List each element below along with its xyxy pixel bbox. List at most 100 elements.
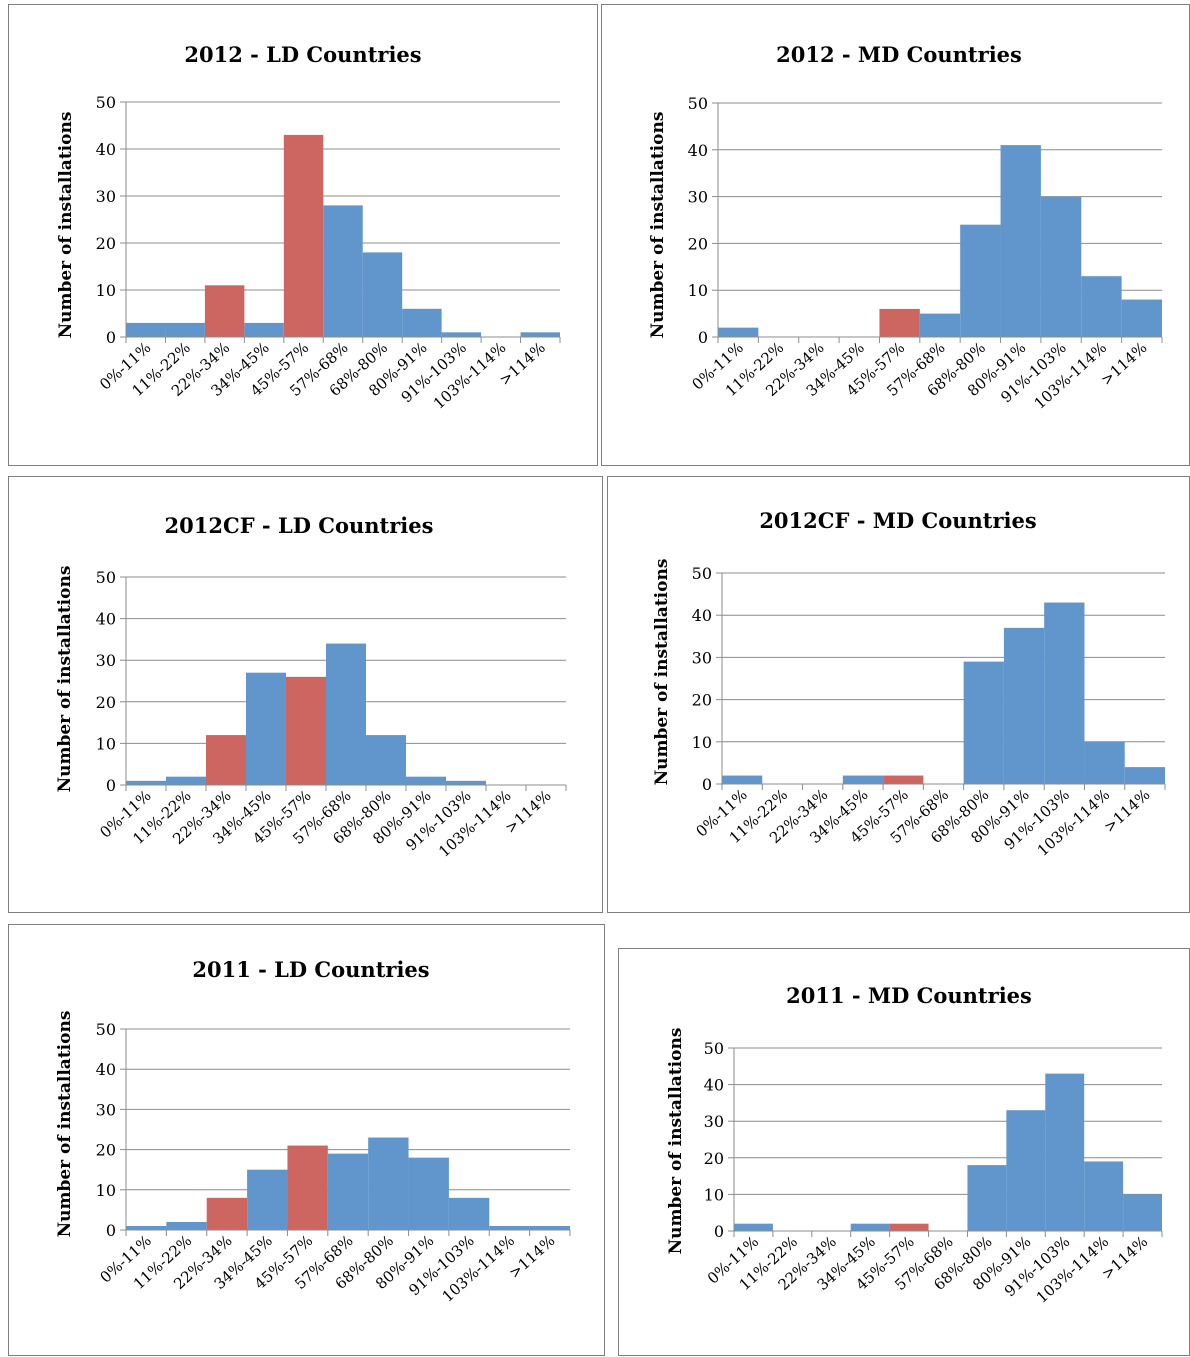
y-tick-label: 30 <box>96 1100 116 1119</box>
bar <box>283 134 324 337</box>
bar <box>889 1223 929 1231</box>
bar <box>287 1145 328 1230</box>
y-tick-label: 50 <box>96 1020 116 1039</box>
chart-svg: 2012CF - LD Countries Number of installa… <box>55 513 567 861</box>
y-tick-label: 10 <box>96 734 116 753</box>
bar <box>126 322 166 337</box>
chart-panel-2012cf-md: 2012CF - MD Countries Number of installa… <box>607 476 1190 913</box>
bar <box>1040 196 1082 337</box>
bar <box>529 1225 570 1230</box>
y-axis-label: Number of installations <box>56 112 76 339</box>
y-tick-label: 50 <box>692 564 712 583</box>
bar <box>166 776 206 785</box>
y-tick-label: 20 <box>704 1149 724 1168</box>
bar <box>204 285 245 337</box>
bar <box>1124 767 1165 784</box>
bar <box>206 1197 248 1230</box>
bar <box>362 252 403 337</box>
y-tick-label: 50 <box>96 568 116 587</box>
plot-area: 010203040500%-11%11%-22%22%-34%34%-45%45… <box>96 1020 571 1306</box>
bar <box>879 308 920 337</box>
bar <box>368 1137 409 1230</box>
y-tick-label: 40 <box>688 141 708 160</box>
y-tick-label: 30 <box>692 648 712 667</box>
chart-title: 2012 - MD Countries <box>776 42 1022 67</box>
bar <box>326 643 366 785</box>
bar <box>1044 602 1085 784</box>
chart-svg: 2011 - LD Countries Number of installati… <box>55 957 571 1306</box>
y-tick-label: 40 <box>96 610 116 629</box>
y-tick-label: 20 <box>688 234 708 253</box>
y-tick-label: 0 <box>106 776 116 795</box>
bar <box>883 775 924 784</box>
bar <box>1000 145 1041 337</box>
y-tick-label: 30 <box>688 188 708 207</box>
chart-panel-2011-md: 2011 - MD Countries Number of installati… <box>618 948 1190 1356</box>
y-tick-label: 40 <box>692 606 712 625</box>
plot-area: 010203040500%-11%11%-22%22%-34%34%-45%45… <box>692 564 1166 860</box>
chart-panel-2012-md: 2012 - MD Countries Number of installati… <box>601 4 1190 466</box>
plot-area: 010203040500%-11%11%-22%22%-34%34%-45%45… <box>704 1039 1163 1307</box>
bar <box>366 735 406 785</box>
chart-title: 2012 - LD Countries <box>184 42 421 67</box>
y-tick-label: 0 <box>702 775 712 794</box>
x-category-label: >114% <box>1097 339 1150 389</box>
y-tick-label: 40 <box>704 1076 724 1095</box>
bar <box>1121 299 1162 337</box>
chart-svg: 2011 - MD Countries Number of installati… <box>666 983 1163 1307</box>
bar <box>734 1223 773 1231</box>
y-tick-label: 0 <box>106 1221 116 1240</box>
bar <box>1084 1161 1124 1231</box>
bar <box>520 332 560 337</box>
bar <box>718 327 759 337</box>
y-axis-label: Number of installations <box>652 559 672 786</box>
y-tick-label: 20 <box>96 234 116 253</box>
bar <box>166 1221 207 1230</box>
bar <box>1003 627 1045 784</box>
plot-area: 010203040500%-11%11%-22%22%-34%34%-45%45… <box>96 93 561 413</box>
x-category-label: >114% <box>505 1232 558 1282</box>
bar <box>967 1165 1007 1231</box>
bar <box>919 313 961 337</box>
y-tick-label: 40 <box>96 1060 116 1079</box>
bar <box>1123 1194 1162 1231</box>
bar <box>1045 1073 1085 1231</box>
bar <box>850 1223 890 1231</box>
bar <box>960 224 1001 337</box>
y-axis-label: Number of installations <box>666 1028 686 1255</box>
y-axis-label: Number of installations <box>55 566 75 793</box>
chart-title: 2012CF - MD Countries <box>759 508 1036 533</box>
bar <box>1084 741 1125 784</box>
bar <box>489 1225 530 1230</box>
bar <box>446 780 486 785</box>
bar <box>402 308 442 337</box>
bar <box>206 735 246 785</box>
y-tick-label: 50 <box>688 94 708 113</box>
y-tick-label: 30 <box>704 1112 724 1131</box>
bar <box>327 1153 369 1230</box>
y-tick-label: 10 <box>96 281 116 300</box>
chart-svg: 2012CF - MD Countries Number of installa… <box>652 508 1166 860</box>
y-tick-label: 30 <box>96 187 116 206</box>
y-tick-label: 20 <box>96 1141 116 1160</box>
bar <box>406 776 446 785</box>
chart-title: 2011 - LD Countries <box>192 957 429 982</box>
bar <box>246 672 286 785</box>
y-tick-label: 20 <box>692 691 712 710</box>
y-axis-label: Number of installations <box>55 1011 75 1238</box>
x-category-label: >114% <box>1100 786 1153 836</box>
y-tick-label: 40 <box>96 140 116 159</box>
chart-title: 2012CF - LD Countries <box>165 513 434 538</box>
bar <box>963 661 1004 784</box>
y-tick-label: 10 <box>692 733 712 752</box>
bar <box>247 1169 288 1230</box>
bar <box>722 775 763 784</box>
bar <box>448 1197 490 1230</box>
bar <box>842 775 884 784</box>
y-tick-label: 10 <box>688 281 708 300</box>
chart-svg: 2012 - LD Countries Number of installati… <box>56 42 561 413</box>
bar <box>244 322 284 337</box>
y-tick-label: 0 <box>698 328 708 347</box>
plot-area: 010203040500%-11%11%-22%22%-34%34%-45%45… <box>96 568 567 861</box>
chart-panel-2012cf-ld: 2012CF - LD Countries Number of installa… <box>8 476 603 913</box>
